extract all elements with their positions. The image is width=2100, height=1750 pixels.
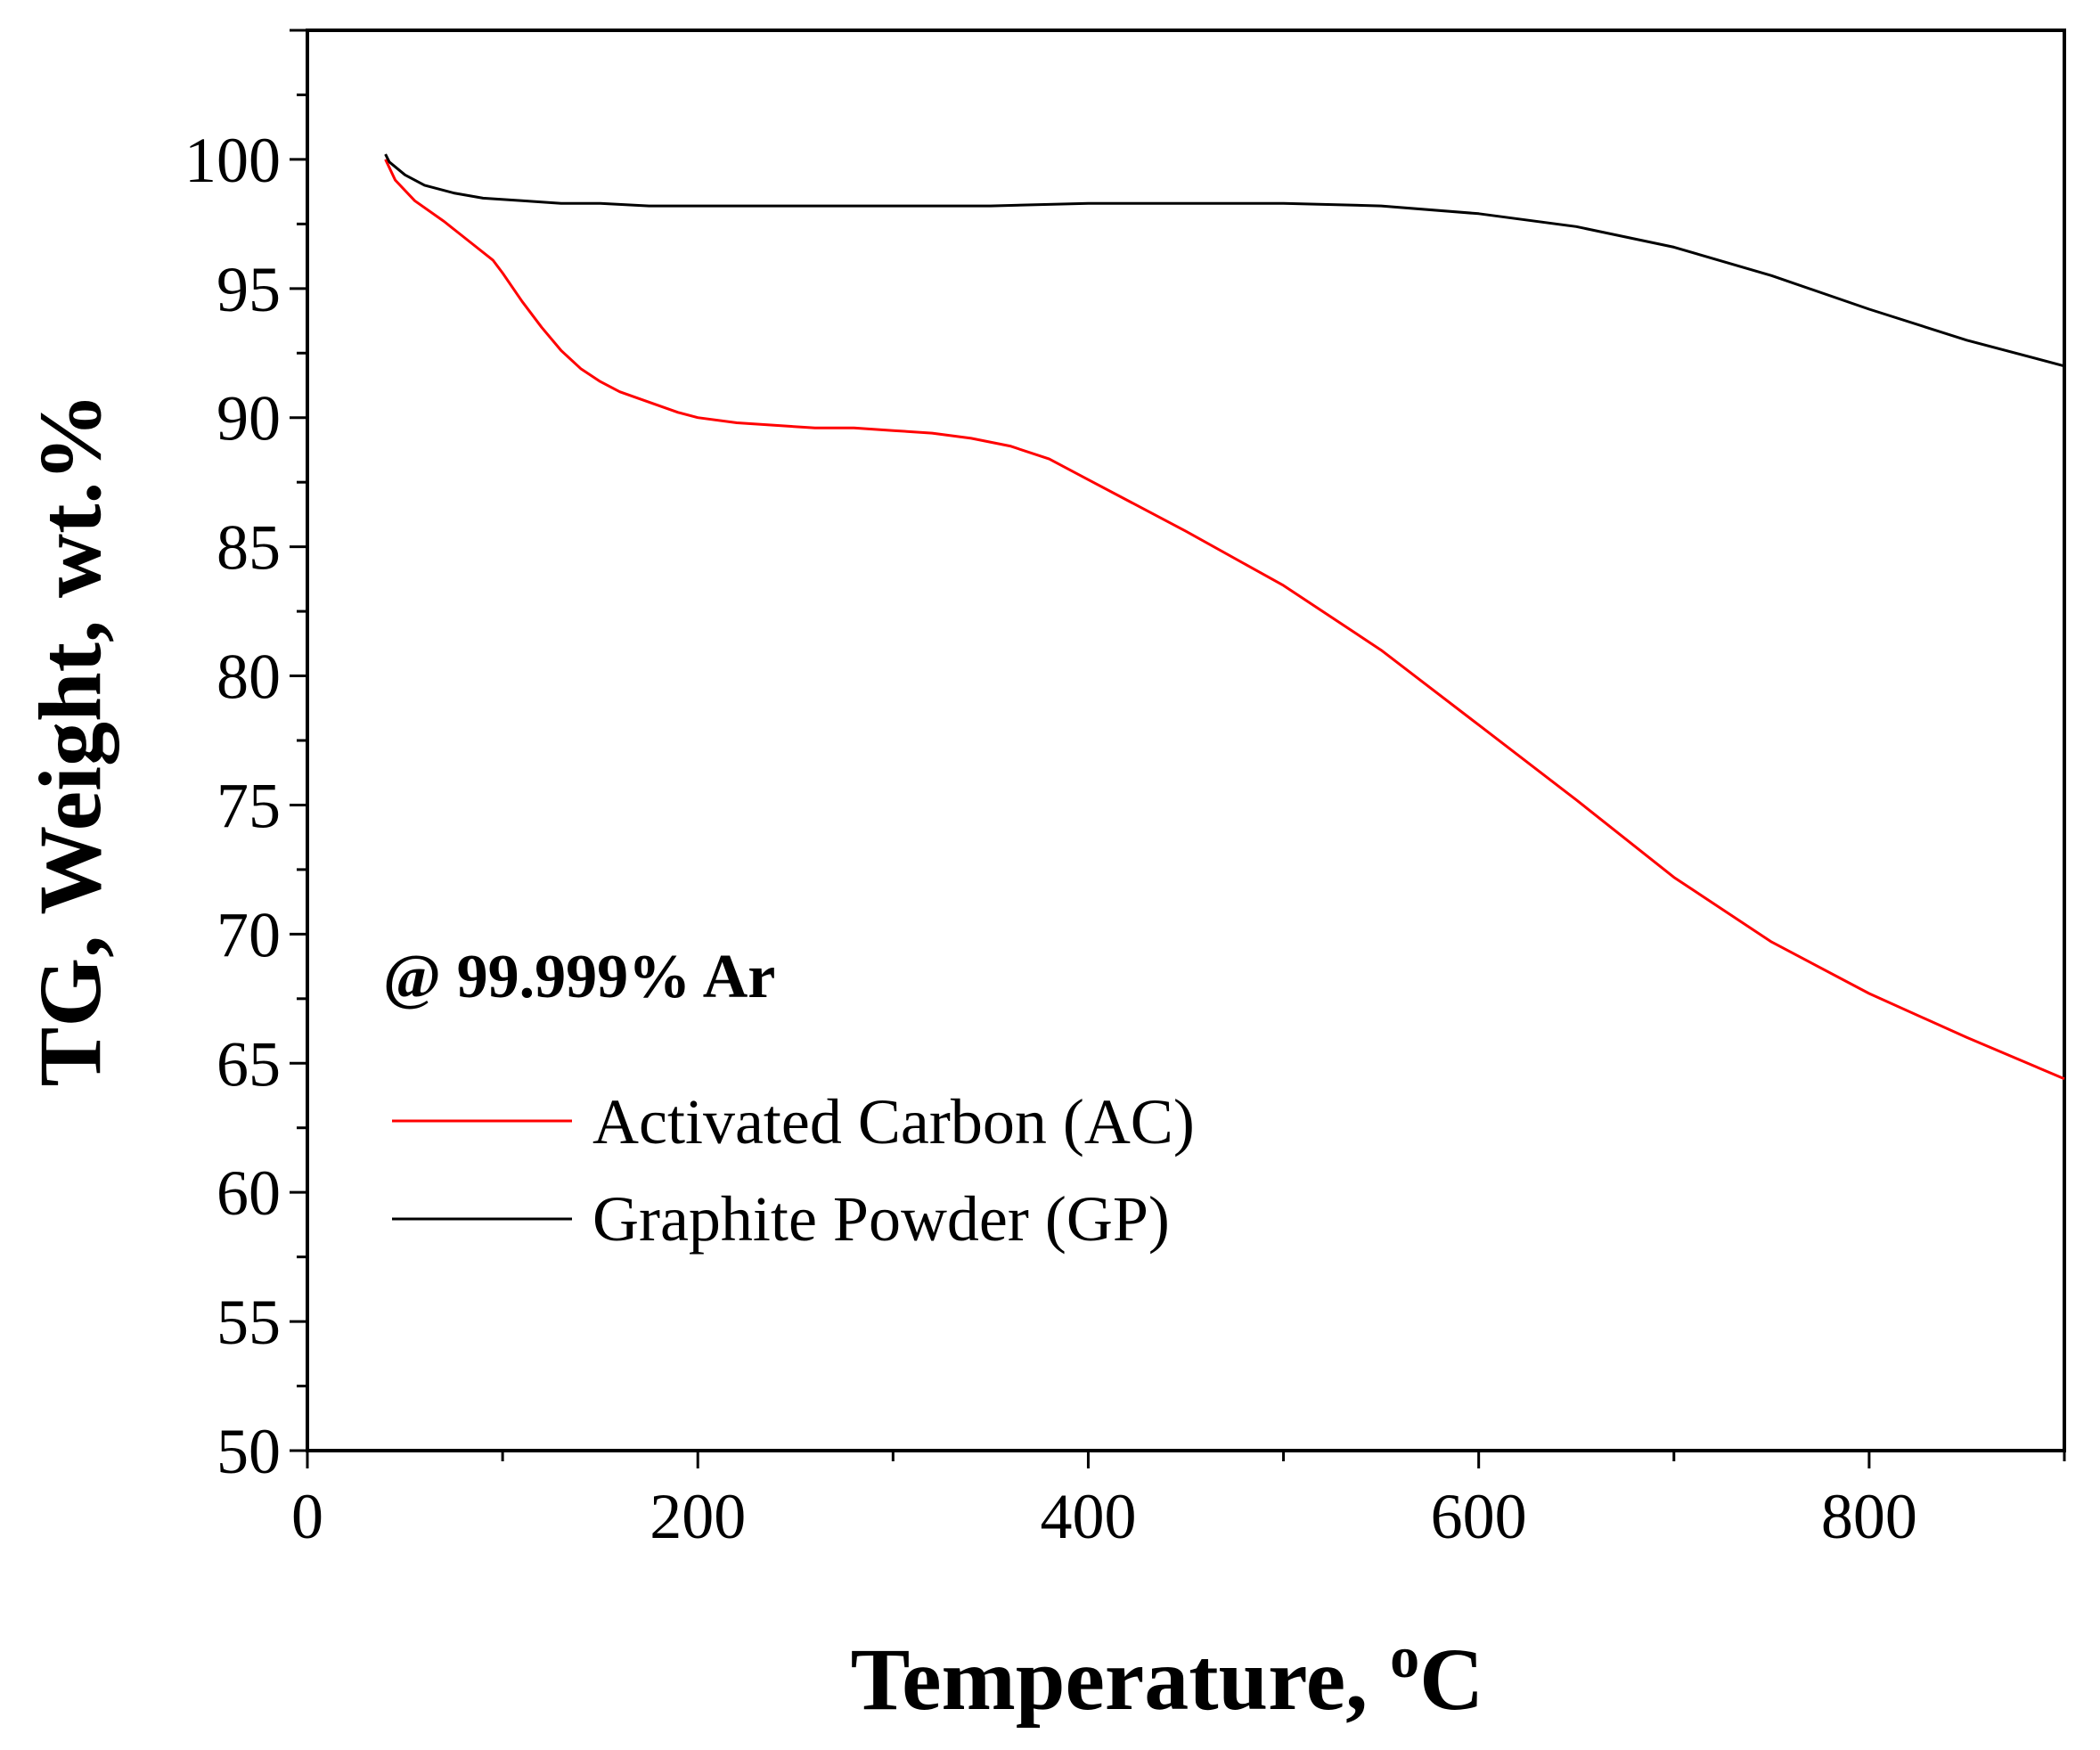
x-axis-title: Temperature, oC <box>851 1625 1484 1729</box>
y-tick-label: 50 <box>217 1416 281 1487</box>
y-tick-label: 100 <box>184 125 281 196</box>
y-tick-label: 60 <box>217 1157 281 1229</box>
x-tick-label: 400 <box>1040 1481 1136 1552</box>
y-axis-title: TG, Weight, wt.% <box>20 393 119 1087</box>
y-axis-ticks: 50 55 60 65 70 75 80 85 90 95 100 <box>184 29 307 1487</box>
series-line-activated-carbon <box>384 159 2065 1081</box>
x-tick-label: 600 <box>1431 1481 1527 1552</box>
x-tick-label: 800 <box>1821 1481 1917 1552</box>
y-tick-label: 80 <box>217 642 281 713</box>
legend-label-gp: Graphite Powder (GP) <box>592 1183 1170 1255</box>
y-tick-label: 65 <box>217 1028 281 1100</box>
x-axis-ticks: 0 200 400 600 800 <box>291 1451 2066 1552</box>
x-axis-title-unit: C <box>1419 1630 1483 1729</box>
y-tick-label: 75 <box>217 770 281 841</box>
plot-border <box>306 29 2066 1452</box>
series-line-graphite-powder <box>384 153 2065 368</box>
legend: Activated Carbon (AC) Graphite Powder (G… <box>392 1086 1195 1255</box>
x-axis-title-superscript: o <box>1390 1625 1419 1690</box>
y-tick-label: 55 <box>217 1287 281 1358</box>
legend-label-ac: Activated Carbon (AC) <box>592 1086 1195 1157</box>
plot-frame <box>306 29 2066 1452</box>
series-layer <box>384 153 2065 1081</box>
y-tick-label: 90 <box>217 383 281 454</box>
y-tick-label: 85 <box>217 512 281 584</box>
y-tick-label: 95 <box>217 254 281 325</box>
x-tick-label: 0 <box>291 1481 323 1552</box>
x-tick-label: 200 <box>650 1481 746 1552</box>
atmosphere-annotation: @ 99.999% Ar <box>383 943 775 1011</box>
y-tick-label: 70 <box>217 899 281 970</box>
